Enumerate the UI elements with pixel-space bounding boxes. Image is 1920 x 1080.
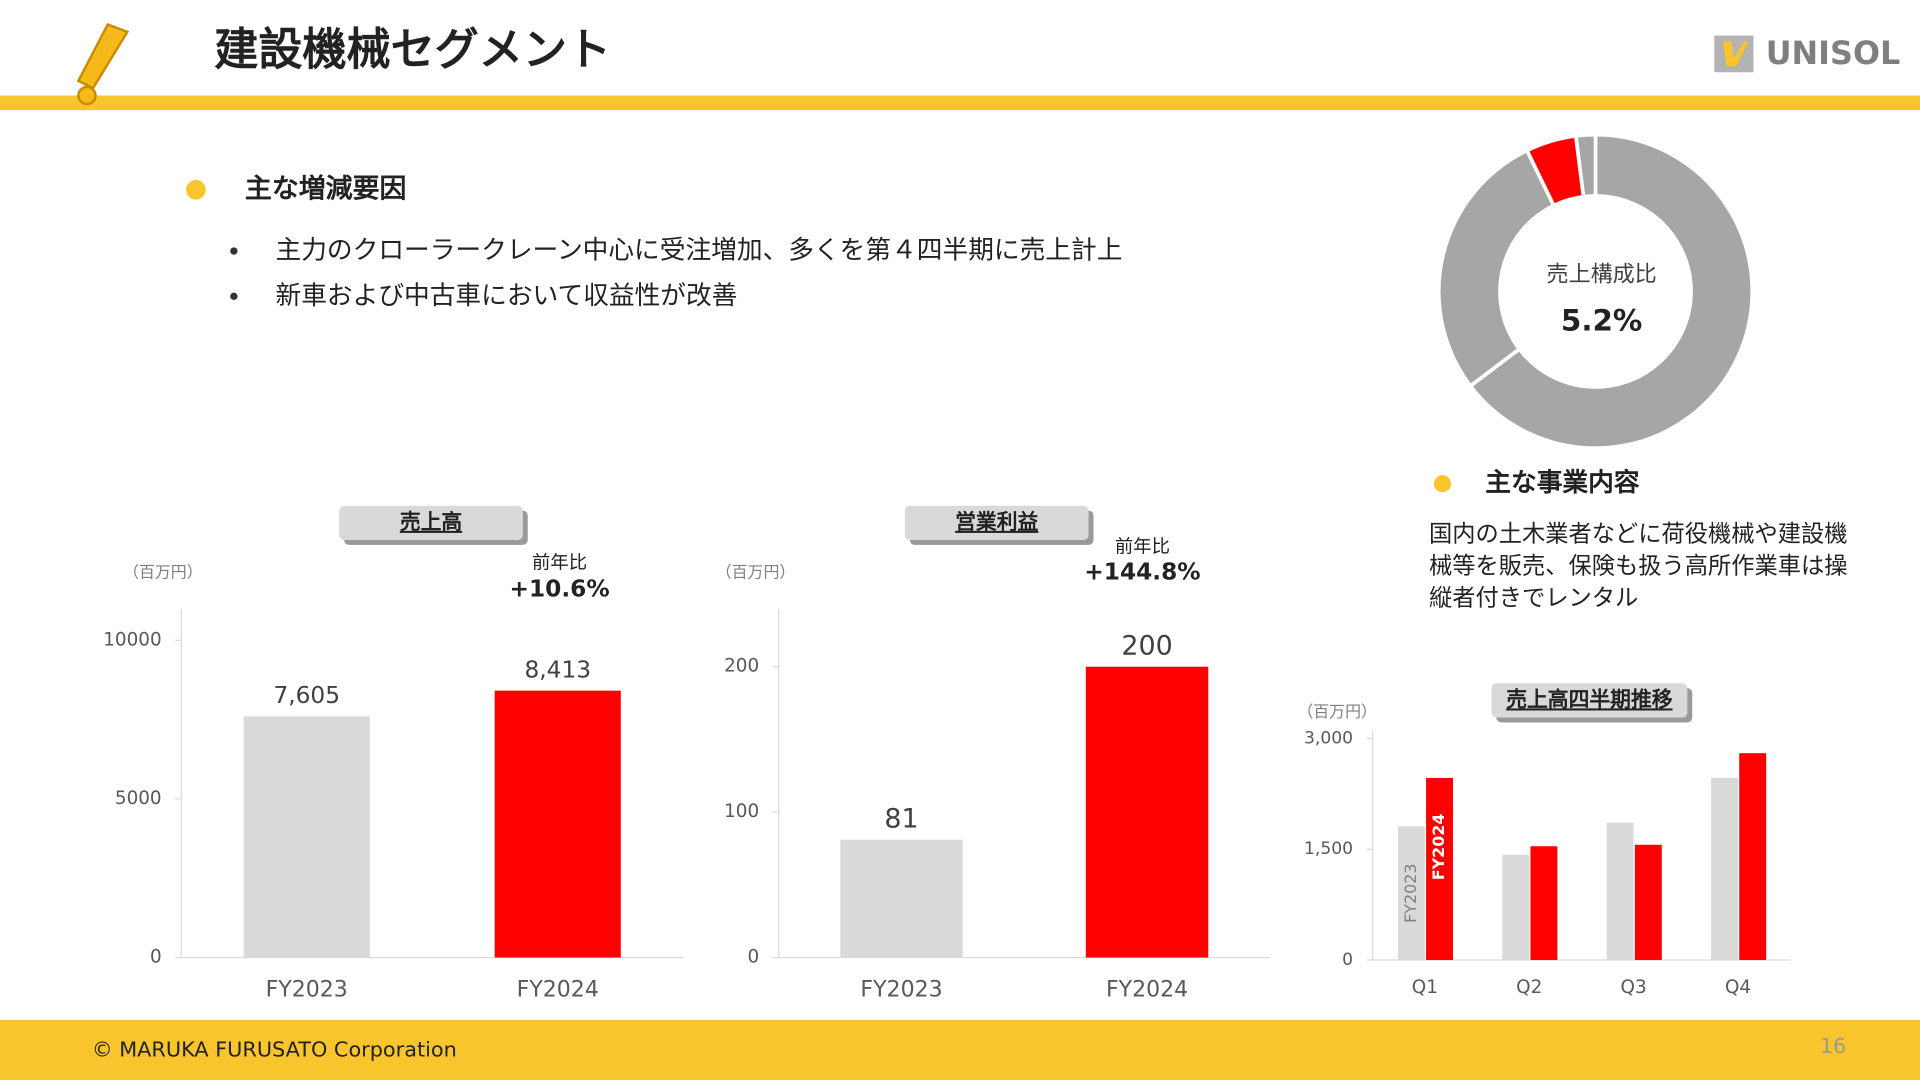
- annotation-label: 前年比: [1115, 536, 1170, 557]
- bullet-dot: [1433, 475, 1452, 493]
- title-button: [1491, 683, 1688, 718]
- unit-label: （百万円）: [716, 563, 796, 582]
- center-value: 5.2%: [1561, 304, 1642, 338]
- bullet-text: 主力のクローラークレーン中心に受注増加、多くを第４四半期に売上計上: [276, 236, 1123, 266]
- bullet: [230, 292, 238, 301]
- x-tick-label: Q4: [1725, 977, 1751, 998]
- bullet-text: 新車および中古車において収益性が改善: [276, 281, 738, 311]
- header-bar: [0, 95, 1920, 111]
- chart-title: 売上高: [400, 510, 462, 534]
- x-tick-label: FY2024: [1106, 978, 1188, 1003]
- value-label: 81: [884, 804, 918, 835]
- bullet-dot: [186, 180, 206, 200]
- x-tick-label: Q3: [1621, 977, 1647, 998]
- unit-label: （百万円）: [123, 563, 203, 582]
- logo-mark: [1722, 41, 1749, 67]
- donut-segment: [1467, 132, 1755, 450]
- y-tick-label: 200: [724, 656, 759, 677]
- bar: [1397, 826, 1425, 961]
- page-number: 16: [1820, 1034, 1846, 1058]
- y-tick-label: 0: [1342, 950, 1353, 970]
- y-tick-label: 3,000: [1304, 728, 1353, 748]
- footer-bar: [0, 1020, 1920, 1080]
- donut-segment: [1573, 132, 1598, 199]
- bar: [1606, 822, 1634, 961]
- logo-text: UNISOL: [1766, 34, 1901, 72]
- bar: [1085, 666, 1209, 958]
- x-tick-label: FY2024: [517, 978, 599, 1003]
- x-tick-label: Q2: [1516, 977, 1542, 998]
- y-tick-label: 100: [724, 801, 759, 822]
- bar: [1502, 854, 1530, 961]
- title-button: [339, 505, 523, 541]
- description-line: 械等を販売、保険も扱う高所作業車は操: [1429, 552, 1848, 579]
- description-line: 縦者付きでレンタル: [1429, 584, 1638, 611]
- annotation-label: 前年比: [532, 552, 587, 573]
- y-tick-label: 0: [150, 947, 162, 968]
- bar: [1739, 753, 1767, 961]
- center-label: 売上構成比: [1547, 263, 1657, 288]
- logo-box: [1714, 35, 1754, 73]
- bullet: [230, 247, 238, 255]
- x-tick-label: Q1: [1412, 977, 1438, 998]
- value-label: 8,413: [524, 657, 591, 684]
- chart-title: 売上高四半期推移: [1506, 687, 1673, 711]
- bar: [1711, 777, 1739, 961]
- y-tick-label: 1,500: [1304, 839, 1353, 859]
- value-label: 200: [1121, 631, 1172, 662]
- chart-title: 営業利益: [955, 510, 1038, 534]
- bar: [840, 839, 963, 958]
- description-line: 国内の土木業者などに荷役機械や建設機: [1429, 521, 1848, 548]
- bar: [1530, 846, 1558, 961]
- y-tick-label: 10000: [103, 629, 161, 650]
- donut-segment: [1436, 148, 1557, 389]
- copyright: © MARUKA FURUSATO Corporation: [92, 1038, 457, 1062]
- y-tick-label: 5000: [115, 788, 162, 809]
- x-tick-label: FY2023: [860, 978, 942, 1003]
- legend-label: FY2024: [1429, 814, 1448, 881]
- unit-label: （百万円）: [1297, 702, 1377, 721]
- pencil-icon: [76, 22, 130, 106]
- section-heading: 主な増減要因: [245, 172, 407, 204]
- section-heading: 主な事業内容: [1485, 467, 1640, 498]
- bar: [1634, 844, 1662, 961]
- bar: [1426, 777, 1454, 961]
- title-button: [904, 505, 1089, 541]
- bar: [494, 690, 621, 958]
- legend-label: FY2023: [1401, 863, 1420, 922]
- annotation-value: +10.6%: [510, 576, 610, 603]
- annotation-value: +144.8%: [1084, 559, 1200, 586]
- value-label: 7,605: [273, 682, 340, 709]
- x-tick-label: FY2023: [266, 978, 348, 1003]
- page-title: 建設機械セグメント: [214, 25, 611, 76]
- y-tick-label: 0: [747, 947, 759, 968]
- bar: [243, 716, 370, 958]
